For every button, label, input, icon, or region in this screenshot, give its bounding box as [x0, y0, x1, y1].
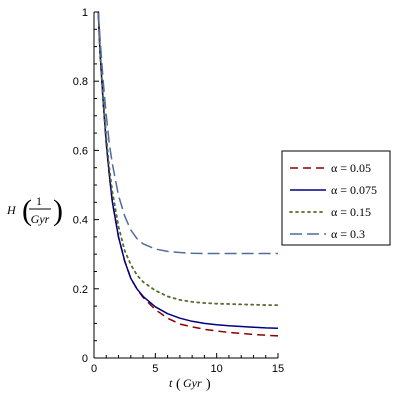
x-tick-label-1: 5 — [152, 363, 158, 375]
series-line-2 — [97, 11, 279, 307]
plot-lines — [97, 11, 279, 337]
y-tick-label-1: 0.2 — [73, 284, 88, 296]
x-axis-unit: Gyr — [183, 376, 202, 390]
series-line-3 — [97, 11, 278, 255]
x-axis-symbol: t — [169, 376, 173, 390]
x-tick-label-2: 10 — [211, 363, 223, 375]
series-line-1 — [97, 11, 279, 329]
legend-label-0: α = 0.05 — [331, 161, 371, 175]
y-tick-label-3: 0.6 — [73, 145, 88, 157]
legend-label-3: α = 0.3 — [331, 227, 365, 241]
y-axis-unit-numerator: 1 — [36, 194, 42, 208]
y-axis-symbol: H — [6, 203, 17, 217]
y-tick-label-4: 0.8 — [73, 76, 88, 88]
axes — [93, 12, 278, 359]
x-axis-right-paren: ) — [206, 377, 211, 392]
y-axis-left-paren: ( — [22, 194, 32, 227]
x-axis-title: t ( Gyr ) — [169, 376, 211, 392]
y-axis-title: H ( 1 Gyr ) — [6, 194, 63, 227]
y-tick-label-5: 1 — [82, 7, 88, 19]
legend-label-1: α = 0.075 — [331, 183, 377, 197]
x-tick-label-0: 0 — [91, 363, 97, 375]
y-axis-unit-denominator: Gyr — [31, 212, 50, 226]
series-line-0 — [97, 11, 279, 337]
x-axis-left-paren: ( — [176, 377, 181, 392]
y-axis-right-paren: ) — [53, 194, 63, 227]
legend-box — [281, 150, 391, 246]
y-tick-label-0: 0 — [82, 353, 88, 365]
ticks: 0 5 10 15 0 0.2 0.4 0.6 0.8 1 — [73, 7, 284, 375]
y-tick-label-2: 0.4 — [73, 215, 88, 227]
x-tick-label-3: 15 — [272, 363, 284, 375]
legend-label-2: α = 0.15 — [331, 205, 371, 219]
legend: α = 0.05 α = 0.075 α = 0.15 α = 0.3 — [281, 150, 391, 246]
